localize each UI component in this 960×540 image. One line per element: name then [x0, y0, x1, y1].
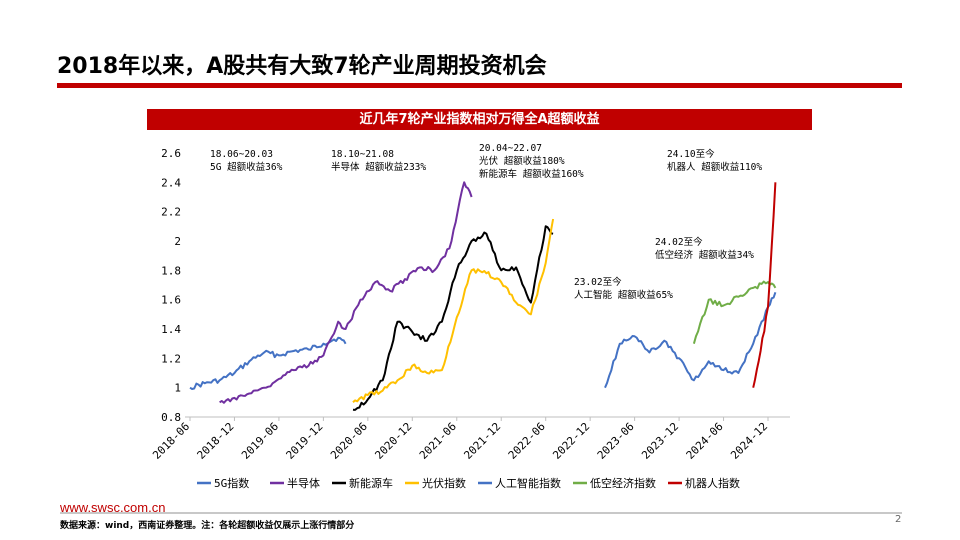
annotation-text: 24.02至今: [655, 236, 703, 248]
annotation-text: 半导体 超额收益233%: [331, 161, 426, 173]
x-tick-label: 2024-06: [684, 420, 726, 462]
annotation-text: 机器人 超额收益110%: [667, 161, 762, 173]
title-divider: [57, 83, 902, 88]
x-tick-label: 2019-06: [239, 420, 281, 462]
legend-label: 光伏指数: [422, 476, 466, 490]
annotation-text: 24.10至今: [667, 148, 715, 160]
annotation-text: 18.10~21.08: [331, 149, 394, 160]
y-tick-label: 2.2: [161, 206, 181, 219]
annotation-text: 人工智能 超额收益65%: [574, 289, 673, 301]
annotation-text: 5G 超额收益36%: [210, 161, 283, 173]
x-tick-label: 2020-12: [372, 420, 414, 462]
page-number: 2: [895, 514, 902, 525]
annotation-text: 低空经济 超额收益34%: [655, 249, 754, 261]
footer-url[interactable]: www.swsc.com.cn: [60, 500, 166, 515]
x-tick-label: 2019-12: [284, 420, 326, 462]
y-tick-label: 1.4: [161, 323, 181, 336]
annotation-text: 20.04~22.07: [479, 143, 542, 154]
footer-source-note: 数据来源：wind，西南证券整理。注：各轮超额收益仅展示上涨行情部分: [60, 521, 355, 531]
x-tick-label: 2020-06: [328, 420, 370, 462]
y-tick-label: 1.2: [161, 352, 181, 365]
x-tick-label: 2024-12: [728, 420, 770, 462]
y-tick-label: 2.4: [161, 176, 181, 189]
chart-title: 近几年7轮产业指数相对万得全A超额收益: [147, 109, 812, 130]
legend-label: 新能源车: [349, 476, 393, 490]
x-tick-label: 2018-06: [150, 420, 192, 462]
x-tick-label: 2021-06: [417, 420, 459, 462]
x-tick-label: 2022-06: [506, 420, 548, 462]
legend-label: 5G指数: [214, 476, 249, 490]
series-line-0: [189, 336, 347, 390]
y-tick-label: 2: [174, 235, 181, 248]
annotation-text: 18.06~20.03: [210, 149, 273, 160]
series-line-1: [219, 181, 473, 404]
page-title: 2018年以来，A股共有大致7轮产业周期投资机会: [57, 54, 547, 79]
y-tick-label: 1.8: [161, 264, 181, 277]
x-tick-label: 2023-06: [595, 420, 637, 462]
annotation-text: 光伏 超额收益180%: [479, 155, 565, 167]
x-tick-label: 2023-12: [639, 420, 681, 462]
annotation-text: 23.02至今: [574, 276, 622, 288]
legend-label: 低空经济指数: [590, 476, 656, 490]
y-tick-label: 0.8: [161, 411, 181, 424]
x-tick-label: 2018-12: [195, 420, 237, 462]
legend-label: 机器人指数: [685, 476, 740, 490]
legend-label: 人工智能指数: [495, 476, 561, 490]
series-line-6: [752, 182, 777, 388]
series-line-2: [352, 225, 554, 411]
y-tick-label: 1: [174, 382, 181, 395]
series-line-3: [352, 218, 555, 404]
footer-divider: [60, 512, 902, 514]
y-tick-label: 1.6: [161, 294, 181, 307]
x-tick-label: 2022-12: [550, 420, 592, 462]
annotation-text: 新能源车 超额收益160%: [479, 168, 584, 180]
y-tick-label: 2.6: [161, 147, 181, 160]
series-line-4: [604, 291, 777, 389]
legend-label: 半导体: [287, 476, 320, 490]
series-line-5: [692, 280, 777, 344]
x-tick-label: 2021-12: [461, 420, 503, 462]
